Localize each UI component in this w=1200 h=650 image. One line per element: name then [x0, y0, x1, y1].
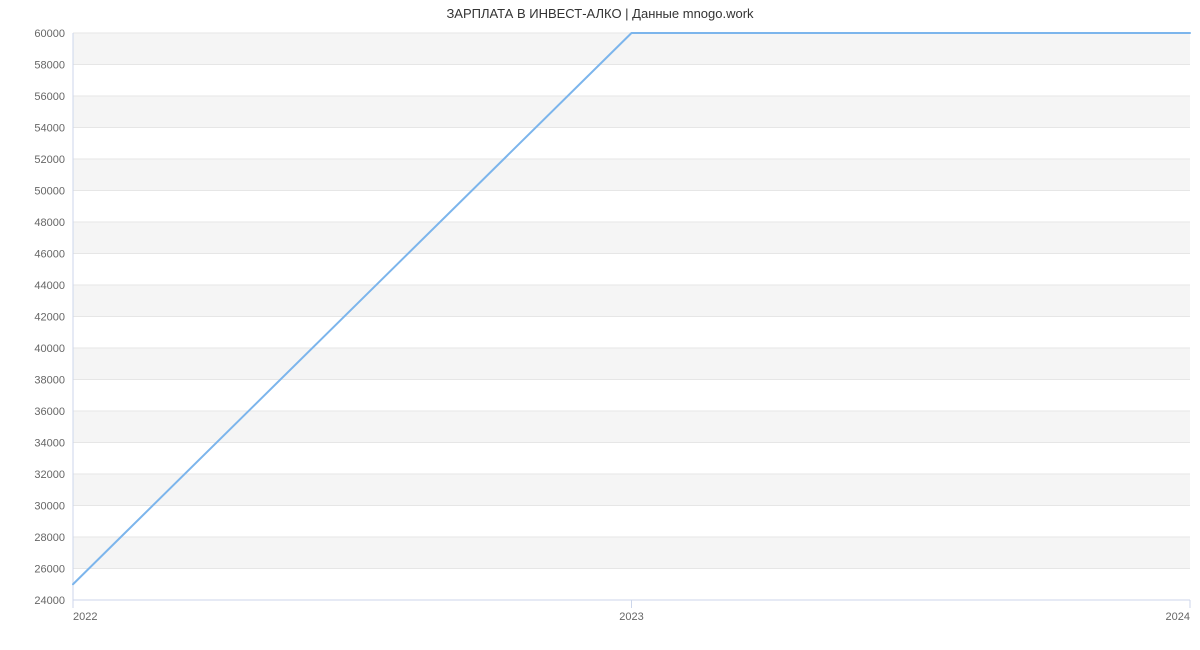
- y-axis-label: 56000: [34, 91, 65, 103]
- y-axis-label: 38000: [34, 375, 65, 387]
- y-axis-label: 40000: [34, 343, 65, 355]
- plot-band: [73, 222, 1190, 254]
- plot-band: [73, 411, 1190, 443]
- y-axis-label: 52000: [34, 154, 65, 166]
- y-axis-label: 60000: [34, 28, 65, 40]
- y-axis-label: 44000: [34, 280, 65, 292]
- chart-svg: 24000 26000 28000 30000 32000 34000 36000 38000…: [0, 0, 1200, 650]
- y-axis-label: 26000: [34, 564, 65, 576]
- y-axis-label: 48000: [34, 217, 65, 229]
- plot-band: [73, 96, 1190, 128]
- y-axis-label: 24000: [34, 595, 65, 607]
- y-axis-label: 32000: [34, 469, 65, 481]
- plot-band: [73, 285, 1190, 317]
- plot-band: [73, 348, 1190, 380]
- x-axis-label: 2023: [619, 611, 643, 623]
- y-axis-label: 36000: [34, 406, 65, 418]
- plot-band: [73, 33, 1190, 65]
- x-axis-label: 2024: [1166, 611, 1190, 623]
- x-axis-label: 2022: [73, 611, 97, 623]
- y-axis-label: 30000: [34, 501, 65, 513]
- y-axis-label: 46000: [34, 249, 65, 261]
- plot-band: [73, 159, 1190, 191]
- y-axis-label: 58000: [34, 60, 65, 72]
- salary-line-chart: ЗАРПЛАТА В ИНВЕСТ-АЛКО | Данные mnogo.wo…: [0, 0, 1200, 650]
- y-axis-label: 34000: [34, 438, 65, 450]
- y-axis-label: 54000: [34, 123, 65, 135]
- y-axis-label: 28000: [34, 532, 65, 544]
- y-axis-label: 50000: [34, 186, 65, 198]
- y-axis-label: 42000: [34, 312, 65, 324]
- plot-band: [73, 474, 1190, 506]
- plot-band: [73, 537, 1190, 569]
